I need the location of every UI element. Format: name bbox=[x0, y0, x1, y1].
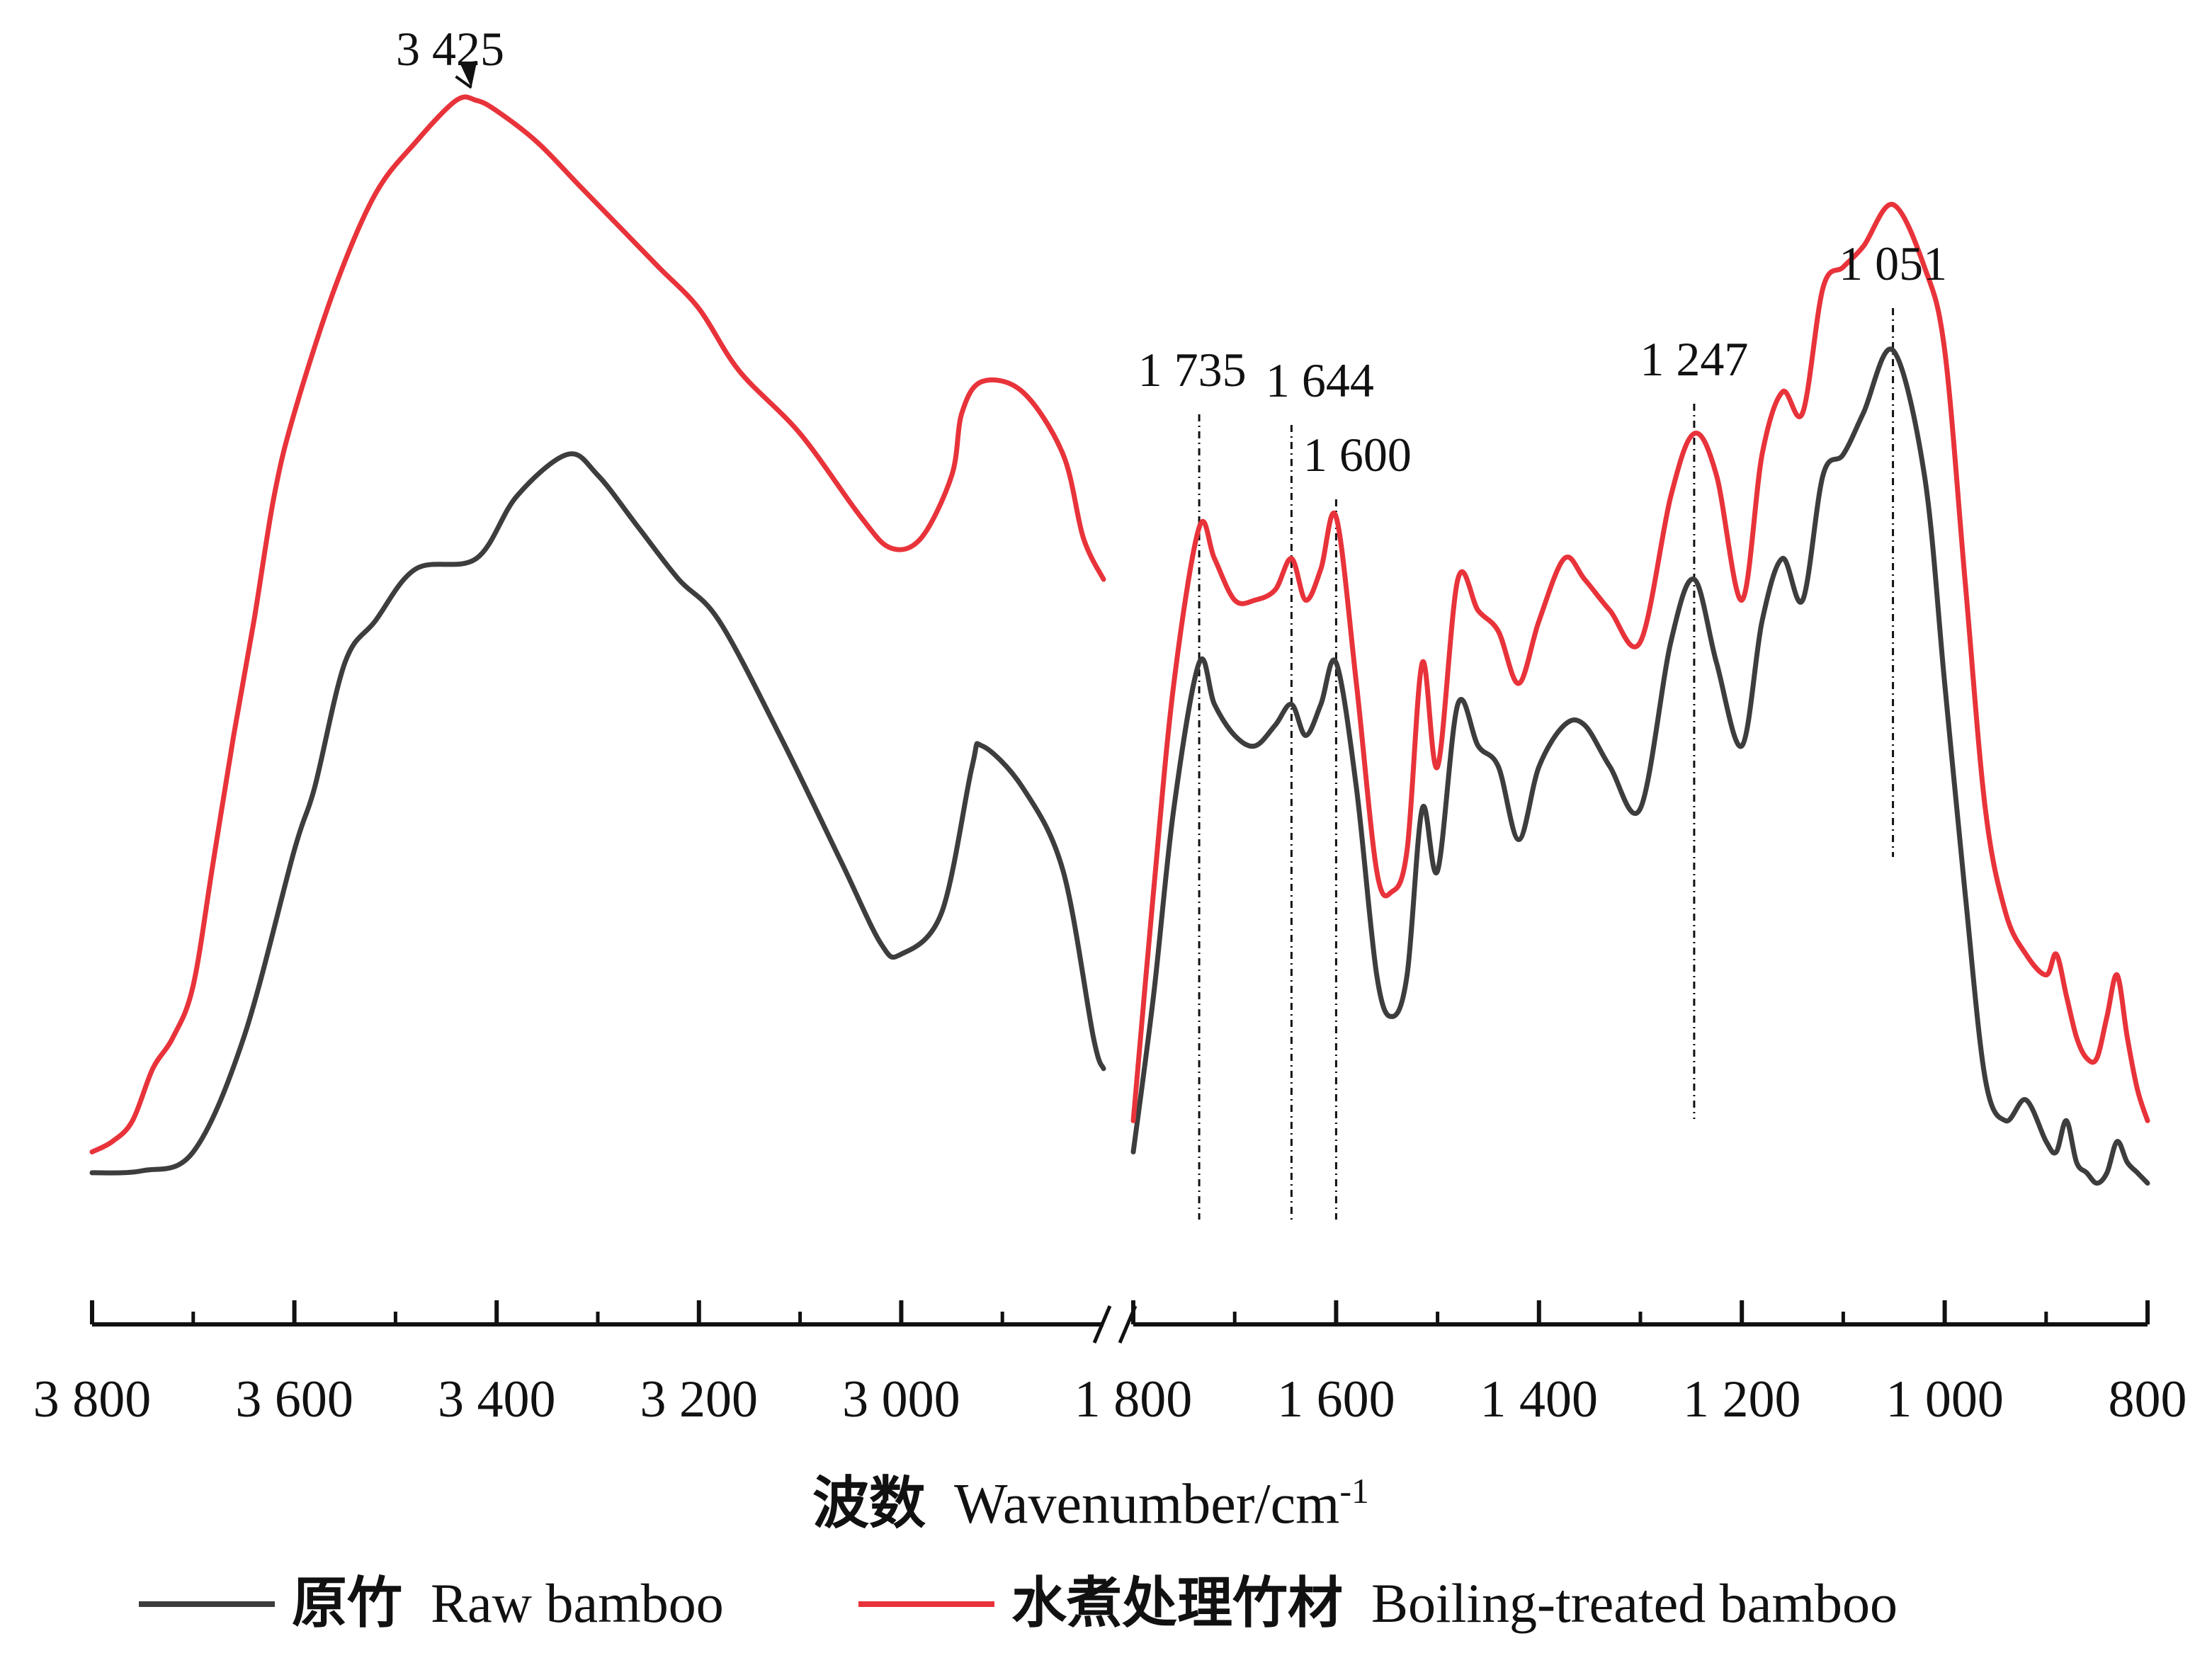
x-tick-label: 1 400 bbox=[1480, 1370, 1599, 1428]
x-axis-title-en: Wavenumber/cm bbox=[954, 1473, 1339, 1535]
series-line-boiling-treated-bamboo-segment-2 bbox=[1130, 202, 2150, 1123]
peak-label: 3 425 bbox=[396, 22, 504, 76]
peak-label: 1 247 bbox=[1640, 332, 1748, 386]
peak-annotations: 3 425 1 735 1 644 1 600 1 247 1 051 bbox=[396, 22, 1947, 482]
series-line-raw-bamboo-segment-2 bbox=[1130, 346, 2150, 1186]
x-axis-title-sup: -1 bbox=[1339, 1471, 1369, 1511]
x-tick-label: 1 800 bbox=[1074, 1370, 1193, 1428]
x-tick-label: 3 400 bbox=[438, 1370, 556, 1428]
x-tick-label: 1 600 bbox=[1277, 1370, 1395, 1428]
series-layer bbox=[89, 94, 2150, 1186]
x-tick-label: 1 000 bbox=[1885, 1370, 2004, 1428]
legend-label-zh: 水煮处理竹材 bbox=[1011, 1572, 1343, 1635]
x-tick-label: 800 bbox=[2109, 1370, 2187, 1428]
peak-label: 1 051 bbox=[1839, 237, 1947, 290]
x-tick-label: 1 200 bbox=[1683, 1370, 1801, 1428]
x-axis-title: 波数 Wavenumber/cm-1 bbox=[812, 1470, 1369, 1536]
x-axis: 3 800 3 600 3 400 3 200 3 000 1 800 1 600 1 400… bbox=[33, 1300, 2187, 1428]
series-line-raw-bamboo-segment-1 bbox=[89, 451, 1106, 1176]
x-tick-label: 3 600 bbox=[235, 1370, 353, 1428]
peak-guide-lines bbox=[1198, 308, 1895, 1220]
x-tick-label: 3 200 bbox=[640, 1370, 759, 1428]
x-axis-title-zh: 波数 bbox=[812, 1470, 926, 1536]
x-tick-label: 3 800 bbox=[33, 1370, 152, 1428]
peak-label: 1 735 bbox=[1138, 343, 1247, 397]
legend-label: 原竹 Raw bamboo bbox=[292, 1572, 724, 1635]
peak-label: 1 644 bbox=[1266, 353, 1374, 407]
legend-label: 水煮处理竹材 Boiling-treated bamboo bbox=[1011, 1572, 1898, 1635]
x-tick-label: 3 000 bbox=[842, 1370, 960, 1428]
axis-break-mark bbox=[1092, 1305, 1112, 1344]
series-line-boiling-treated-bamboo-segment-1 bbox=[89, 94, 1106, 1154]
legend-label-zh: 原竹 bbox=[292, 1572, 402, 1635]
legend-label-en: Boiling-treated bamboo bbox=[1371, 1572, 1898, 1634]
legend-label-en: Raw bamboo bbox=[431, 1572, 724, 1634]
peak-label: 1 600 bbox=[1303, 428, 1412, 482]
annotation-arrowhead bbox=[460, 60, 477, 88]
annotation-arrow bbox=[455, 75, 472, 89]
legend: 原竹 Raw bamboo 水煮处理竹材 Boiling-treated bamboo bbox=[139, 1572, 1898, 1635]
axis-break-mark bbox=[1118, 1305, 1138, 1344]
